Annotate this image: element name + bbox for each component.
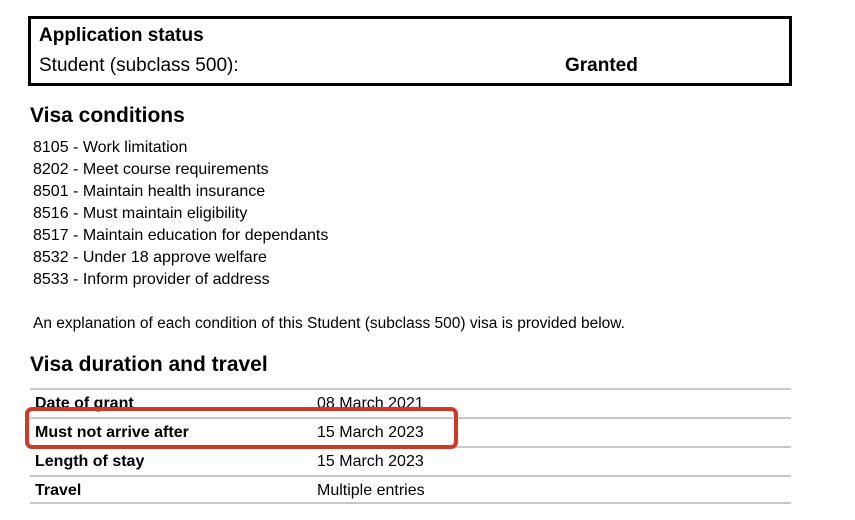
table-row-length-of-stay: Length of stay 15 March 2023 xyxy=(30,446,791,475)
row-label: Must not arrive after xyxy=(35,424,189,441)
visa-duration-heading: Visa duration and travel xyxy=(30,353,268,376)
condition-item-8501: 8501 - Maintain health insurance xyxy=(33,183,266,200)
condition-item-8532: 8532 - Under 18 approve welfare xyxy=(33,249,267,266)
table-row-date-of-grant: Date of grant 08 March 2021 xyxy=(30,388,791,417)
application-status-title: Application status xyxy=(39,25,204,46)
table-row-travel: Travel Multiple entries xyxy=(30,475,791,504)
row-label: Length of stay xyxy=(35,453,145,470)
application-status-box: Application status Student (subclass 500… xyxy=(28,16,792,86)
conditions-explanation-text: An explanation of each condition of this… xyxy=(33,315,625,332)
row-label: Travel xyxy=(35,482,82,499)
condition-item-8202: 8202 - Meet course requirements xyxy=(33,161,269,178)
application-status-row: Student (subclass 500): Granted xyxy=(39,52,779,80)
visa-type-label: Student (subclass 500): xyxy=(39,55,239,76)
row-label: Date of grant xyxy=(35,395,134,412)
condition-item-8533: 8533 - Inform provider of address xyxy=(33,271,270,288)
condition-item-8516: 8516 - Must maintain eligibility xyxy=(33,205,248,222)
table-row-must-not-arrive-after: Must not arrive after 15 March 2023 xyxy=(30,417,791,446)
row-value: 15 March 2023 xyxy=(317,424,424,441)
visa-conditions-list: 8105 - Work limitation 8202 - Meet cours… xyxy=(33,137,328,291)
visa-conditions-heading: Visa conditions xyxy=(30,104,185,127)
application-status-value: Granted xyxy=(565,55,638,76)
row-value: 08 March 2021 xyxy=(317,395,424,412)
row-value: Multiple entries xyxy=(317,482,425,499)
visa-duration-table: Date of grant 08 March 2021 Must not arr… xyxy=(30,388,791,504)
condition-item-8517: 8517 - Maintain education for dependants xyxy=(33,227,329,244)
condition-item-8105: 8105 - Work limitation xyxy=(33,139,188,156)
row-value: 15 March 2023 xyxy=(317,453,424,470)
